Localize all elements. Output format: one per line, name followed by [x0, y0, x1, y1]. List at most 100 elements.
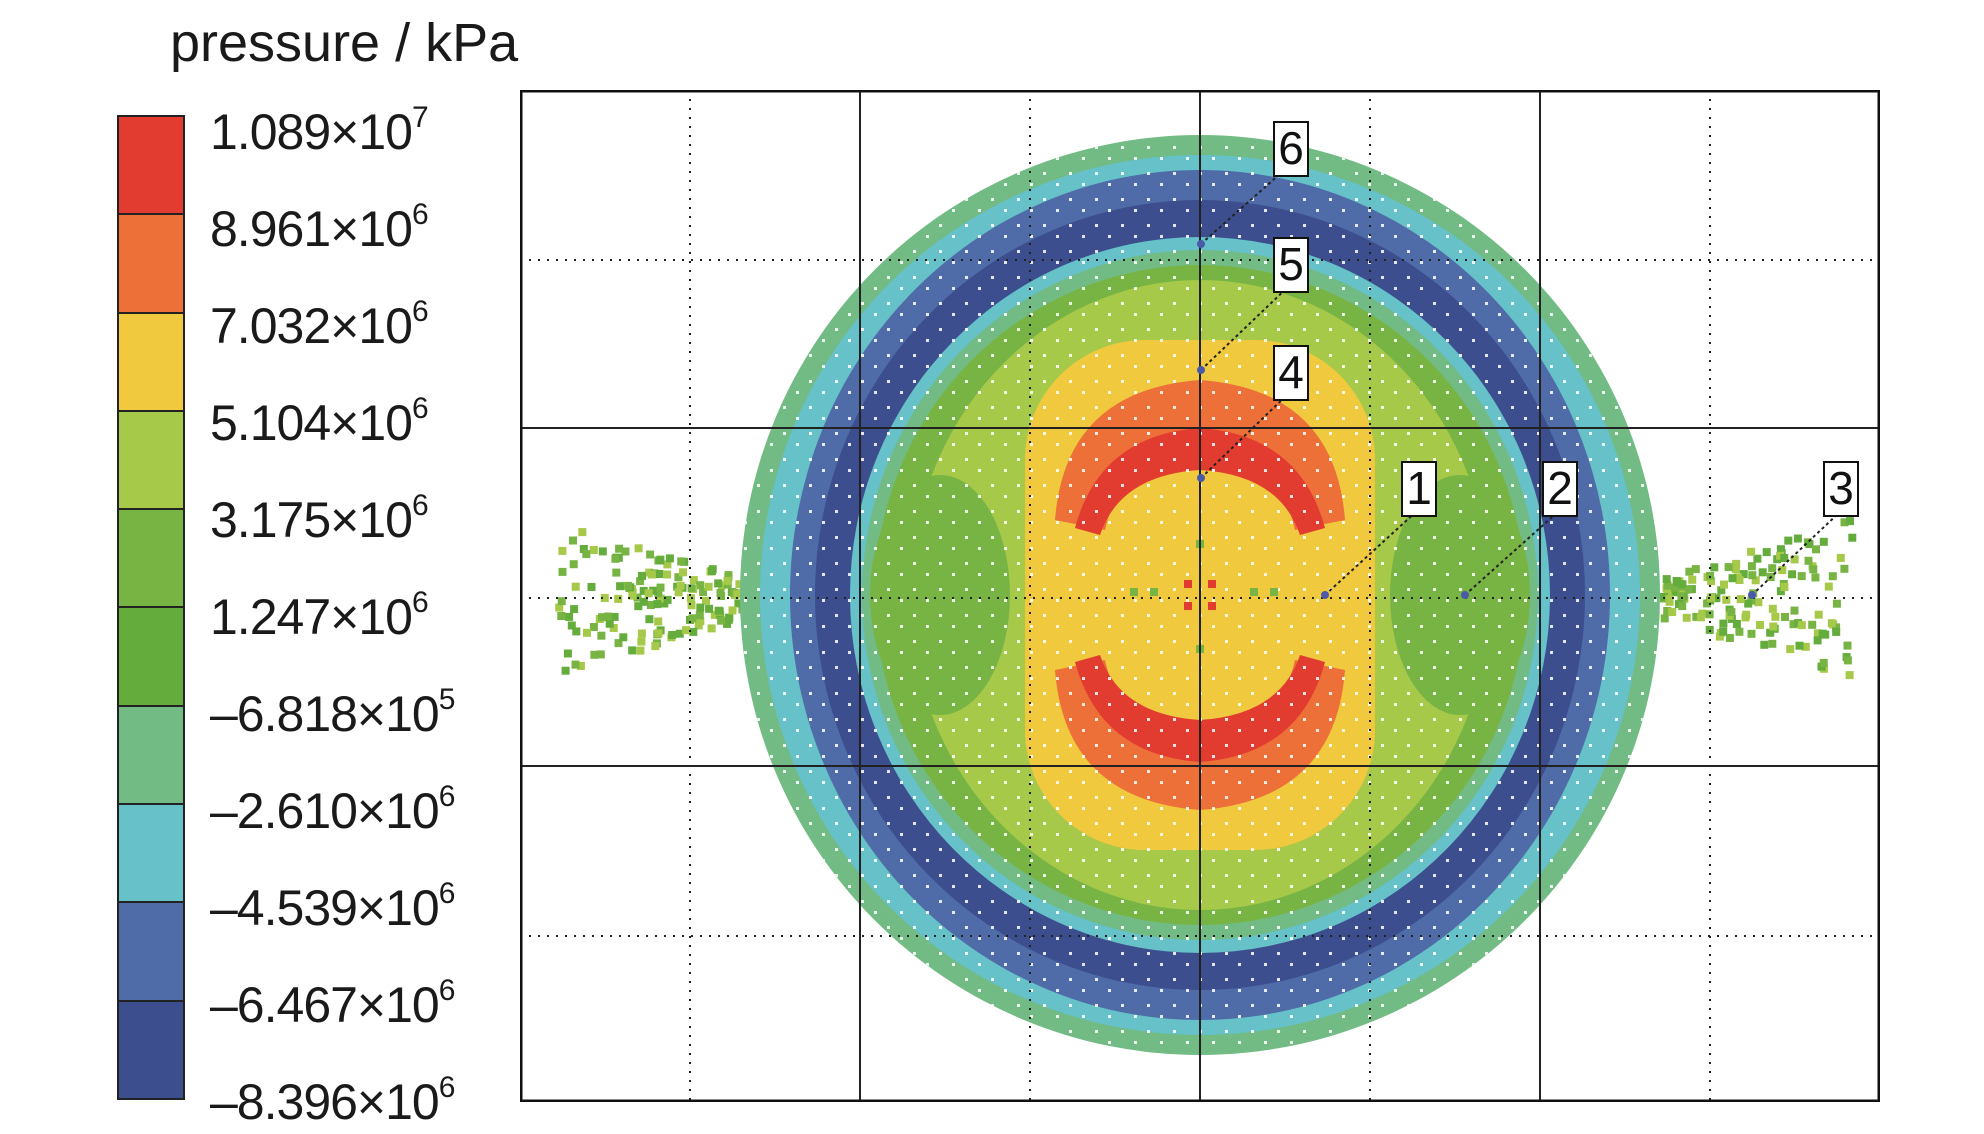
- gauge-4-marker: [1197, 474, 1205, 482]
- colorbar-label-11: –8.396×106: [210, 1071, 455, 1131]
- particle-spray: [555, 517, 1857, 680]
- spray-particle: [583, 628, 591, 637]
- gauge-2: 2: [1461, 461, 1578, 599]
- spray-particle: [654, 617, 663, 626]
- spray-particle: [1733, 573, 1742, 582]
- gauge-1-marker: [1321, 591, 1329, 599]
- spray-particle: [605, 619, 614, 628]
- spray-particle: [579, 545, 588, 553]
- spray-particle: [1760, 640, 1769, 649]
- colorbar-label-3: 7.032×106: [210, 295, 429, 355]
- plot-frame: [520, 90, 1880, 1102]
- spray-particle: [1662, 575, 1671, 584]
- spray-particle: [1665, 597, 1674, 606]
- spray-particle: [603, 612, 612, 621]
- spray-particle: [1758, 568, 1767, 577]
- spray-particle: [597, 631, 606, 640]
- colorbar-label-7: –6.818×105: [210, 683, 455, 743]
- spray-particle: [1735, 627, 1744, 636]
- spray-particle: [735, 580, 744, 589]
- spray-particle: [1827, 619, 1836, 628]
- spray-particle: [1776, 545, 1785, 554]
- spray-particle: [689, 627, 698, 636]
- gauge-3-label: 3: [1828, 462, 1854, 514]
- gauge-3-marker: [1748, 591, 1756, 599]
- spray-particle: [614, 594, 623, 603]
- spray-particle: [1797, 621, 1806, 630]
- gauge-2-marker: [1461, 591, 1469, 599]
- spray-particle: [688, 614, 697, 623]
- gauge-6-label: 6: [1278, 122, 1304, 174]
- colorbar-band-6: [119, 608, 183, 707]
- spray-particle: [589, 623, 598, 631]
- pressure-contour-plot: 1 2 3 4 5 6: [520, 90, 1880, 1102]
- spray-particle: [687, 584, 696, 593]
- gauge-6: 6: [1197, 121, 1309, 248]
- spray-particle: [1776, 551, 1785, 560]
- spray-particle: [590, 650, 599, 659]
- spray-particle: [1747, 629, 1756, 638]
- spray-particle: [589, 546, 598, 554]
- spray-particle: [1732, 620, 1741, 628]
- gauge-5: 5: [1197, 237, 1309, 374]
- spray-particle: [1848, 533, 1857, 542]
- spray-particle: [1840, 564, 1849, 573]
- spray-particle: [656, 594, 665, 603]
- spray-particle: [1663, 581, 1672, 590]
- spray-particle: [614, 639, 623, 648]
- spray-particle: [628, 646, 637, 655]
- spray-particle: [1705, 625, 1714, 634]
- spray-particle: [705, 604, 714, 613]
- spray-particle: [1747, 547, 1756, 556]
- spray-particle: [675, 629, 684, 638]
- gauge-3: 3: [1748, 461, 1859, 599]
- spray-particle: [621, 547, 630, 556]
- spray-particle: [576, 662, 585, 670]
- spray-particle: [1781, 613, 1789, 621]
- spray-particle: [714, 579, 723, 588]
- spray-particle: [1808, 620, 1817, 629]
- grid-dotted: [520, 90, 1880, 1102]
- spray-particle: [1722, 595, 1731, 604]
- spray-particle: [1780, 583, 1789, 591]
- spray-particle: [1692, 612, 1701, 621]
- spray-particle: [558, 567, 567, 576]
- spray-particle: [1778, 566, 1787, 575]
- spray-particle: [1809, 565, 1818, 574]
- spray-particle: [1706, 571, 1715, 580]
- colorbar-label-6: 1.247×106: [210, 586, 429, 646]
- spray-particle: [717, 616, 726, 625]
- spray-particle: [696, 603, 705, 612]
- spray-particle: [587, 583, 596, 591]
- spray-particle: [1766, 628, 1775, 637]
- spray-particle: [702, 596, 710, 605]
- spray-particle: [1832, 599, 1841, 608]
- spray-particle: [716, 589, 725, 597]
- spray-particle: [1832, 627, 1841, 636]
- spray-particle: [644, 589, 653, 598]
- spray-particle: [1814, 610, 1823, 619]
- spray-particle: [1747, 562, 1756, 571]
- spray-particle: [646, 601, 655, 609]
- spray-particle: [654, 589, 663, 598]
- spray-particle: [561, 666, 570, 675]
- spray-particle: [558, 546, 567, 555]
- spray-particle: [615, 544, 624, 553]
- spray-particle: [557, 612, 566, 620]
- spray-particle: [1824, 582, 1833, 591]
- spray-particle: [1660, 614, 1669, 623]
- spray-particle: [634, 602, 643, 611]
- spray-particle: [1786, 645, 1795, 654]
- gauge-5-label: 5: [1278, 238, 1304, 290]
- spray-particle: [1720, 580, 1728, 589]
- spray-particle: [656, 556, 665, 565]
- spray-particle: [674, 588, 683, 597]
- spray-particle: [694, 621, 703, 630]
- spray-particle: [639, 586, 648, 595]
- spray-particle: [649, 586, 658, 595]
- spray-particle: [725, 613, 734, 622]
- spray-particle: [1685, 567, 1694, 576]
- spray-particle: [1678, 580, 1687, 589]
- spray-particle: [687, 601, 696, 610]
- spray-particle: [610, 612, 619, 621]
